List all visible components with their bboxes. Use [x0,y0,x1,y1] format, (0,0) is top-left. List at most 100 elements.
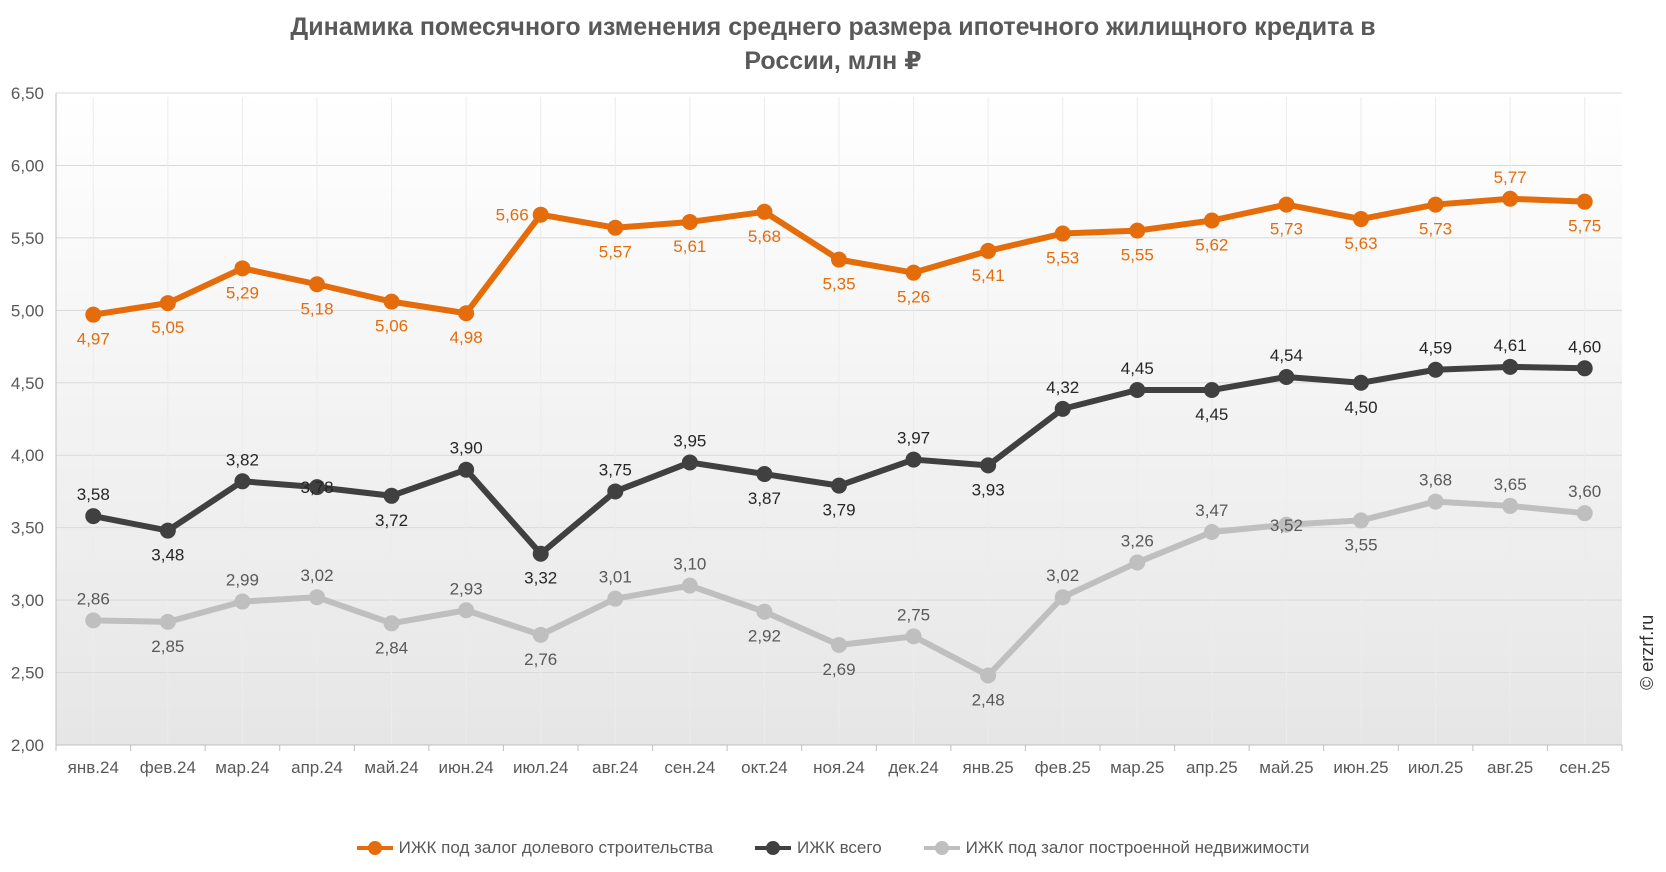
data-point [831,637,847,654]
data-label: 3,52 [1270,516,1303,535]
legend: ИЖК под залог долевого строительства ИЖК … [0,838,1666,858]
x-tick-label: окт.24 [741,758,788,777]
data-point [1054,589,1071,606]
data-label: 5,73 [1270,220,1303,239]
x-tick-label: авг.25 [1487,758,1533,777]
x-tick-label: мар.24 [215,758,269,777]
data-label: 3,02 [1046,566,1079,585]
data-label: 3,47 [1195,501,1228,520]
data-point [1427,361,1444,378]
x-tick-label: сен.24 [664,758,715,777]
data-point [1129,382,1146,399]
data-label: 3,90 [450,439,483,458]
legend-item: ИЖК всего [755,838,882,858]
data-point [383,487,400,504]
data-point [681,577,698,594]
data-label: 5,18 [300,299,333,318]
x-tick-label: мар.25 [1110,758,1164,777]
data-point [756,603,773,620]
data-label: 2,48 [972,690,1005,709]
data-label: 4,54 [1270,346,1303,365]
data-point [1502,497,1519,514]
data-label: 3,55 [1344,535,1377,554]
data-label: 3,95 [673,431,706,450]
data-label: 5,57 [599,243,632,262]
data-point [1203,382,1220,399]
data-point [607,590,624,607]
data-label: 3,72 [375,511,408,530]
x-tick-label: июл.24 [513,758,568,777]
data-point [85,306,102,323]
x-tick-label: апр.24 [291,758,343,777]
data-label: 5,53 [1046,249,1079,268]
data-point [1203,524,1220,541]
data-point [756,466,773,483]
legend-label: ИЖК под залог построенной недвижимости [965,838,1310,857]
data-point [1353,512,1369,529]
data-label: 2,86 [77,589,110,608]
data-label: 3,02 [300,566,333,585]
data-label: 4,60 [1568,337,1601,356]
data-label: 4,45 [1195,405,1228,424]
data-label: 3,93 [972,480,1005,499]
legend-label: ИЖК под залог долевого строительства [398,838,714,857]
legend-swatch [356,841,393,855]
x-tick-label: авг.24 [592,758,638,777]
data-point [532,545,549,562]
axes: 2,00 2,50 3,00 3,50 4,00 4,50 5,00 5,50 6,00 6,50… [11,84,1623,777]
data-point [1427,196,1444,213]
chart-title: Динамика помесячного изменения среднего … [0,10,1666,78]
data-point [1353,374,1369,391]
data-label: 5,63 [1344,234,1377,253]
legend-item: ИЖК под залог построенной недвижимости [923,838,1310,858]
data-label: 5,62 [1195,236,1228,255]
data-label: 4,97 [77,330,110,349]
x-tick-label: фев.24 [140,758,196,777]
x-tick-label: янв.25 [963,758,1014,777]
data-label: 5,61 [673,237,706,256]
data-point [980,457,997,474]
chart-title-line-2: России, млн ₽ [744,47,922,75]
data-point [1129,554,1146,571]
data-point [1203,212,1220,229]
data-label: 5,35 [822,275,855,294]
watermark: © erzrf.ru [1637,614,1657,690]
data-point [681,454,698,471]
data-point [905,264,922,281]
x-tick-label: май.24 [364,758,418,777]
data-label: 4,32 [1046,378,1079,397]
legend-swatch [755,841,792,855]
data-label: 2,92 [748,627,781,646]
data-point [1278,196,1295,213]
series-group [85,190,1593,323]
data-label: 4,59 [1419,339,1452,358]
data-point [458,305,475,322]
data-label: 5,26 [897,288,930,307]
data-point [458,461,475,478]
data-point [309,589,325,606]
x-tick-label: фев.25 [1035,758,1091,777]
data-point [309,479,325,496]
data-point [607,483,624,500]
data-label: 3,79 [822,501,855,520]
y-tick-label: 4,00 [11,446,44,465]
data-point [1353,211,1369,228]
data-point [85,612,102,629]
data-label: 5,73 [1419,220,1452,239]
data-label: 5,41 [972,266,1005,285]
data-point [1576,360,1593,377]
data-label: 5,68 [748,227,781,246]
data-label: 5,05 [151,318,184,337]
data-point [532,626,549,643]
data-point [980,242,997,259]
data-point [681,213,698,230]
data-label: 3,78 [300,478,333,497]
x-tick-label: июн.25 [1333,758,1388,777]
y-tick-label: 6,50 [11,84,44,103]
data-point [756,203,773,220]
y-tick-label: 6,00 [11,156,44,175]
data-label: 4,50 [1344,398,1377,417]
x-tick-label: июн.24 [439,758,494,777]
data-label: 3,87 [748,489,781,508]
